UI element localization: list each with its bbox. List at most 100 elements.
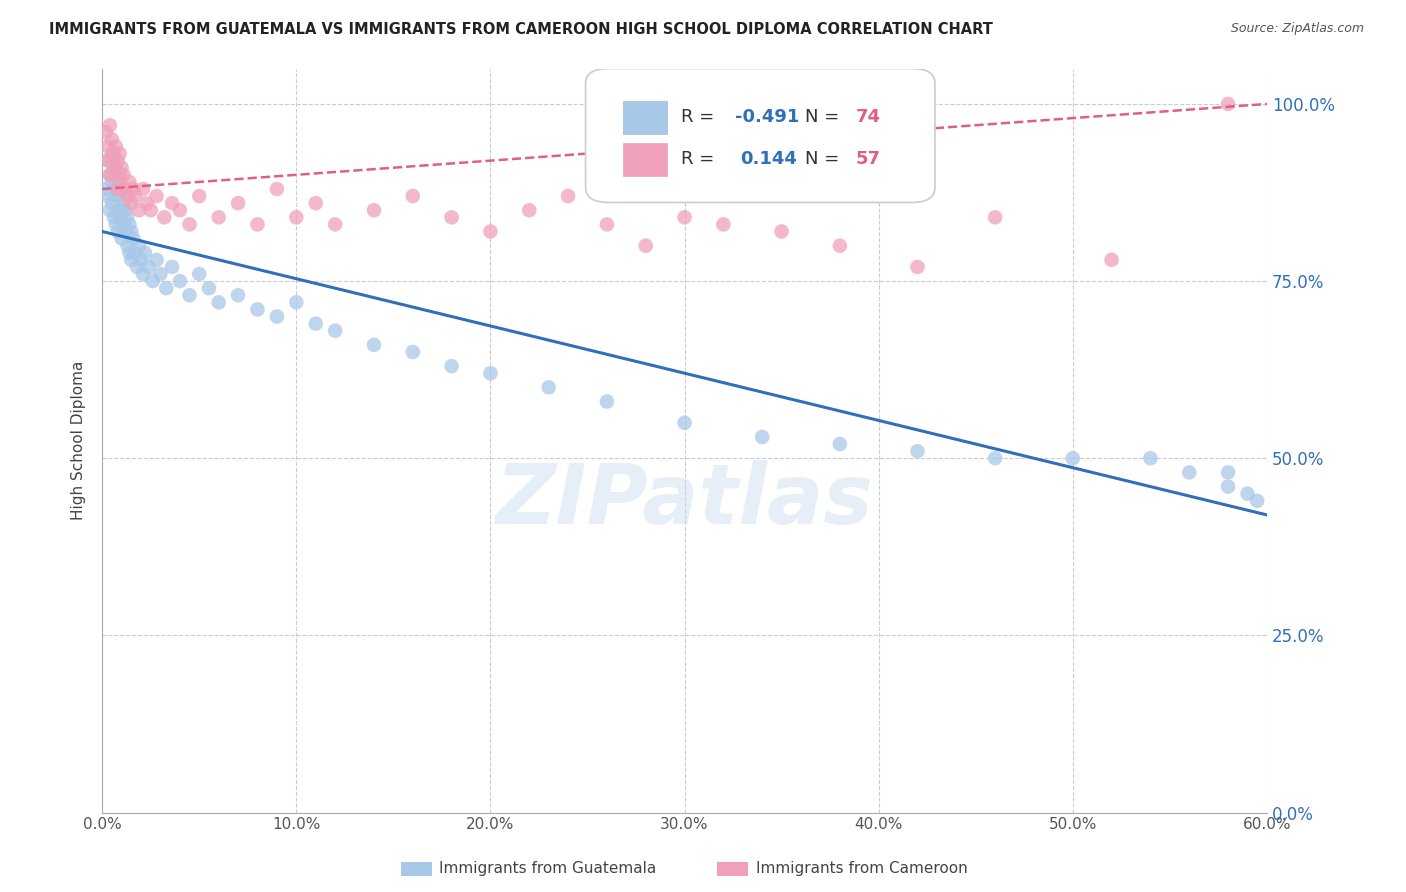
Text: 57: 57	[856, 150, 880, 169]
Point	[984, 211, 1007, 225]
Point	[98, 168, 121, 182]
Y-axis label: High School Diploma: High School Diploma	[72, 361, 86, 520]
Point	[142, 274, 165, 288]
Point	[120, 196, 142, 211]
Point	[1236, 486, 1258, 500]
Point	[155, 281, 177, 295]
Point	[673, 416, 696, 430]
Point	[103, 182, 125, 196]
Text: Source: ZipAtlas.com: Source: ZipAtlas.com	[1230, 22, 1364, 36]
Point	[323, 218, 346, 232]
Point	[673, 211, 696, 225]
Point	[160, 196, 183, 211]
Point	[770, 225, 793, 239]
Point	[97, 153, 120, 168]
Point	[114, 225, 136, 239]
Text: Immigrants from Guatemala: Immigrants from Guatemala	[439, 862, 657, 876]
Point	[517, 203, 540, 218]
Text: N =: N =	[804, 150, 845, 169]
Point	[1178, 466, 1201, 480]
Point	[285, 211, 308, 225]
Point	[557, 189, 579, 203]
Point	[479, 225, 502, 239]
Point	[305, 196, 328, 211]
Point	[1101, 252, 1123, 267]
Text: R =: R =	[681, 108, 720, 126]
Point	[246, 302, 269, 317]
Point	[117, 189, 139, 203]
Point	[97, 189, 120, 203]
Point	[117, 238, 139, 252]
Point	[111, 182, 134, 196]
Point	[907, 260, 929, 274]
Point	[984, 451, 1007, 466]
Point	[402, 189, 425, 203]
Point	[149, 267, 172, 281]
Point	[323, 324, 346, 338]
Point	[104, 139, 127, 153]
Point	[94, 182, 117, 196]
Point	[188, 189, 211, 203]
Point	[117, 211, 139, 225]
Point	[1246, 493, 1268, 508]
Point	[103, 211, 125, 225]
FancyBboxPatch shape	[585, 69, 935, 202]
Point	[128, 238, 150, 252]
Point	[112, 168, 135, 182]
Text: IMMIGRANTS FROM GUATEMALA VS IMMIGRANTS FROM CAMEROON HIGH SCHOOL DIPLOMA CORREL: IMMIGRANTS FROM GUATEMALA VS IMMIGRANTS …	[49, 22, 993, 37]
Point	[169, 274, 191, 288]
Point	[440, 359, 463, 373]
Point	[111, 161, 134, 175]
Point	[101, 196, 124, 211]
Point	[111, 231, 134, 245]
Point	[108, 211, 131, 225]
Point	[101, 146, 124, 161]
Point	[104, 161, 127, 175]
Point	[363, 338, 385, 352]
Point	[108, 189, 131, 203]
Point	[1216, 466, 1239, 480]
Point	[101, 175, 124, 189]
Point	[132, 267, 155, 281]
Point	[101, 153, 124, 168]
Point	[596, 218, 619, 232]
Point	[363, 203, 385, 218]
Point	[907, 444, 929, 458]
Point	[120, 225, 142, 239]
Point	[107, 175, 129, 189]
Point	[198, 281, 221, 295]
Point	[114, 203, 136, 218]
Point	[128, 203, 150, 218]
Point	[108, 146, 131, 161]
Point	[440, 211, 463, 225]
Text: ZIPatlas: ZIPatlas	[496, 459, 873, 541]
Point	[103, 161, 125, 175]
Point	[169, 203, 191, 218]
Point	[118, 218, 141, 232]
Point	[107, 203, 129, 218]
Bar	[623, 101, 666, 134]
Point	[596, 394, 619, 409]
Text: 0.144: 0.144	[741, 150, 797, 169]
Point	[1216, 97, 1239, 112]
Point	[208, 211, 231, 225]
Point	[138, 260, 160, 274]
Point	[305, 317, 328, 331]
Point	[107, 153, 129, 168]
Point	[1062, 451, 1084, 466]
Point	[98, 203, 121, 218]
Point	[107, 225, 129, 239]
Point	[124, 245, 146, 260]
Point	[103, 168, 125, 182]
Point	[97, 153, 120, 168]
Point	[208, 295, 231, 310]
Point	[226, 196, 249, 211]
Point	[107, 182, 129, 196]
Point	[127, 260, 149, 274]
Text: R =: R =	[681, 150, 725, 169]
Point	[479, 366, 502, 380]
Text: Immigrants from Cameroon: Immigrants from Cameroon	[756, 862, 969, 876]
Point	[111, 182, 134, 196]
Point	[139, 203, 162, 218]
Point	[134, 245, 156, 260]
